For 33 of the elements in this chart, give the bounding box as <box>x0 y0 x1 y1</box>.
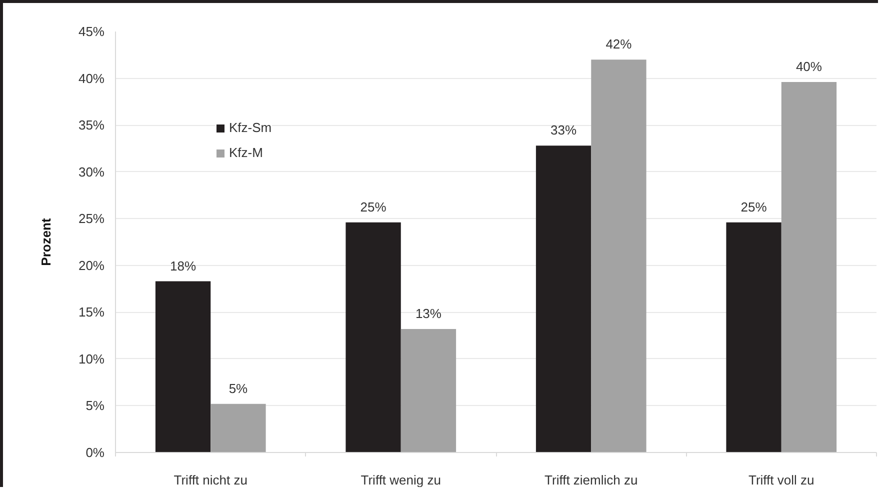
data-label: 33% <box>550 122 577 138</box>
data-label: 5% <box>228 380 248 396</box>
data-label: 42% <box>606 36 632 52</box>
y-tick-label: 20% <box>78 258 105 273</box>
bar <box>536 146 592 452</box>
x-tick-label: Trifft wenig zu <box>360 472 441 488</box>
y-axis-title: Prozent <box>38 217 54 266</box>
y-tick-label: 10% <box>78 351 105 366</box>
y-tick-label: 15% <box>78 304 105 320</box>
bar <box>346 222 401 452</box>
y-tick-label: 40% <box>78 70 105 86</box>
data-label: 25% <box>740 199 768 214</box>
data-label: 13% <box>415 306 442 322</box>
data-label: 40% <box>796 59 822 74</box>
y-tick-label: 25% <box>78 211 105 226</box>
y-tick-label: 45% <box>78 24 105 39</box>
y-tick-label: 5% <box>86 398 105 414</box>
legend-label: Kfz-Sm <box>229 120 272 135</box>
bar <box>210 404 266 452</box>
x-tick-label: Trifft nicht zu <box>174 472 248 488</box>
y-tick-label: 0% <box>86 445 105 460</box>
x-tick-label: Trifft voll zu <box>748 472 814 488</box>
legend-label: Kfz-M <box>229 145 263 160</box>
bar <box>726 222 782 452</box>
bar <box>781 82 837 452</box>
x-tick-label: Trifft ziemlich zu <box>544 472 638 488</box>
y-tick-label: 30% <box>78 164 105 180</box>
bar <box>155 281 211 452</box>
data-label: 25% <box>360 199 387 214</box>
y-tick-label: 35% <box>78 118 105 133</box>
data-label: 18% <box>170 258 196 274</box>
bar <box>400 329 456 452</box>
bar <box>591 60 646 452</box>
